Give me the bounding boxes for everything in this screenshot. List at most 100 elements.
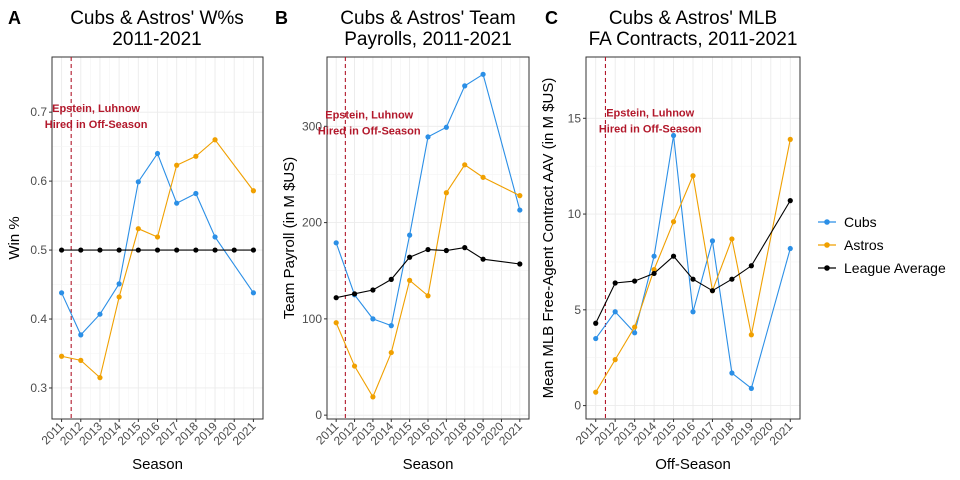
point-astros <box>651 267 657 273</box>
y-tick-label: 200 <box>302 216 322 230</box>
point-astros <box>407 277 413 283</box>
y-axis-label: Mean MLB Free-Agent Contract AAV (in M $… <box>540 78 557 399</box>
point-league-average <box>517 261 523 267</box>
panel-letter: C <box>545 8 558 28</box>
x-tick-label: 2021 <box>230 419 259 448</box>
chart-title-line: FA Contracts, 2011-2021 <box>589 29 798 50</box>
y-axis-label: Win % <box>6 216 23 259</box>
point-astros <box>425 293 431 299</box>
series-line-cubs <box>61 152 254 336</box>
y-axis-label: Team Payroll (in M $US) <box>281 157 298 320</box>
point-astros <box>370 394 376 400</box>
series-line-cubs <box>595 135 791 390</box>
point-league-average <box>425 246 431 253</box>
point-cubs <box>370 316 376 322</box>
y-tick-label: 0.7 <box>30 105 47 119</box>
point-league-average <box>748 263 754 269</box>
x-tick-label: 2021 <box>767 419 796 448</box>
series-line-astros <box>595 139 791 393</box>
point-league-average <box>116 247 122 253</box>
point-cubs <box>480 71 486 77</box>
point-cubs <box>97 311 103 317</box>
annotation-line: Hired in Off-Season <box>318 126 421 138</box>
legend-key-point-astros <box>824 242 830 248</box>
y-tick-label: 300 <box>302 119 322 133</box>
point-league-average <box>58 247 65 253</box>
point-astros <box>517 193 523 199</box>
point-cubs <box>670 132 677 139</box>
point-cubs <box>78 332 84 338</box>
y-tick-label: 0 <box>315 408 322 422</box>
chart-title-line: Payrolls, 2011-2021 <box>344 29 512 50</box>
point-league-average <box>97 247 103 253</box>
chart-title-line: Cubs & Astros' W%s <box>70 8 244 29</box>
point-cubs <box>116 281 122 287</box>
point-league-average <box>632 278 638 284</box>
point-league-average <box>351 291 358 297</box>
series-line-league-average <box>595 200 791 324</box>
y-tick-label: 0.5 <box>30 243 47 257</box>
point-cubs <box>593 335 599 342</box>
point-cubs <box>58 290 65 296</box>
point-cubs <box>748 385 754 391</box>
point-league-average <box>78 247 84 253</box>
point-astros <box>135 226 141 232</box>
point-astros <box>250 188 257 194</box>
annotation-line: Epstein, Luhnow <box>606 107 694 119</box>
point-cubs <box>612 309 618 315</box>
point-cubs <box>443 124 449 130</box>
point-astros <box>729 236 735 242</box>
y-tick-label: 0.6 <box>30 174 47 188</box>
point-cubs <box>709 238 716 244</box>
point-cubs <box>787 245 793 252</box>
y-tick-label: 0.4 <box>30 312 47 326</box>
point-cubs <box>690 309 696 315</box>
y-tick-label: 5 <box>574 303 581 317</box>
legend-label-cubs: Cubs <box>844 214 877 230</box>
point-league-average <box>231 247 237 253</box>
point-astros <box>443 190 449 196</box>
point-cubs <box>632 330 638 336</box>
point-cubs <box>388 323 394 329</box>
point-league-average <box>670 253 677 259</box>
point-league-average <box>135 247 141 253</box>
point-astros <box>612 357 618 363</box>
point-astros <box>593 389 599 395</box>
point-cubs <box>651 253 657 259</box>
point-cubs <box>517 207 523 213</box>
panel-letter: A <box>8 8 21 28</box>
point-astros <box>116 294 122 300</box>
series-line-astros <box>61 138 254 379</box>
series-line-astros <box>335 164 521 399</box>
point-league-average <box>787 198 793 204</box>
point-league-average <box>250 247 257 253</box>
point-cubs <box>250 290 257 296</box>
x-axis-label: Season <box>403 456 454 473</box>
point-league-average <box>407 254 413 260</box>
point-cubs <box>425 134 431 140</box>
point-cubs <box>462 83 468 89</box>
point-league-average <box>370 287 376 293</box>
point-astros <box>212 137 218 143</box>
y-tick-label: 100 <box>302 312 322 326</box>
point-league-average <box>193 247 199 253</box>
point-league-average <box>729 276 735 282</box>
point-league-average <box>480 256 486 262</box>
point-league-average <box>593 320 599 326</box>
legend-key-point-cubs <box>824 219 830 225</box>
chart-title-line: Cubs & Astros' Team <box>340 8 515 29</box>
point-astros <box>97 375 103 381</box>
point-astros <box>333 320 339 326</box>
point-astros <box>690 173 696 179</box>
point-league-average <box>443 247 449 254</box>
point-astros <box>154 234 161 240</box>
y-tick-label: 15 <box>568 111 582 125</box>
point-astros <box>78 357 84 363</box>
point-astros <box>174 162 180 168</box>
chart-title-line: 2011-2021 <box>112 29 201 50</box>
point-astros <box>480 174 486 180</box>
